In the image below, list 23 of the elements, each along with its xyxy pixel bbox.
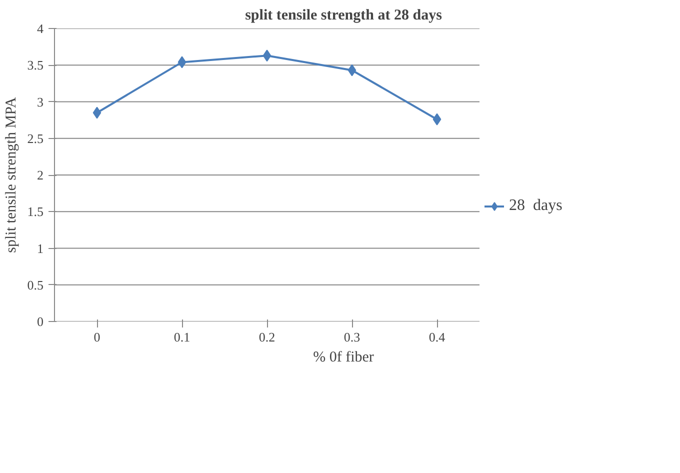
point (92, 106, 102, 119)
x-axis-title: % 0f fiber (313, 350, 374, 366)
point (432, 113, 442, 126)
y-tick-label: 0.5 (27, 277, 44, 292)
y-tick-label: 2 (37, 168, 44, 182)
y-tick-label: 4 (37, 21, 44, 36)
x-tick-label: 0.1 (174, 330, 190, 344)
y-tick-label: 1 (37, 240, 44, 256)
x-tick-label: 0.4 (428, 330, 446, 344)
point (262, 50, 272, 62)
point (348, 64, 356, 76)
y-tick-label: 3 (37, 94, 44, 110)
y-tick-label: 1.5 (27, 204, 44, 220)
x-tick-label: 0.3 (344, 330, 360, 344)
y-axis-title: split tensile strength MPA (3, 96, 20, 253)
y-tick-label: 3.5 (27, 58, 44, 73)
legend-label: 28 days (509, 197, 562, 215)
point (178, 56, 186, 68)
y-tick-label: 2.5 (27, 130, 44, 146)
x-tick-label: 0 (94, 330, 100, 344)
chart-title: split tensile strength at 28 days (245, 8, 442, 24)
y-tick-label: 0 (37, 314, 44, 329)
x-tick-label: 0.2 (258, 330, 276, 344)
